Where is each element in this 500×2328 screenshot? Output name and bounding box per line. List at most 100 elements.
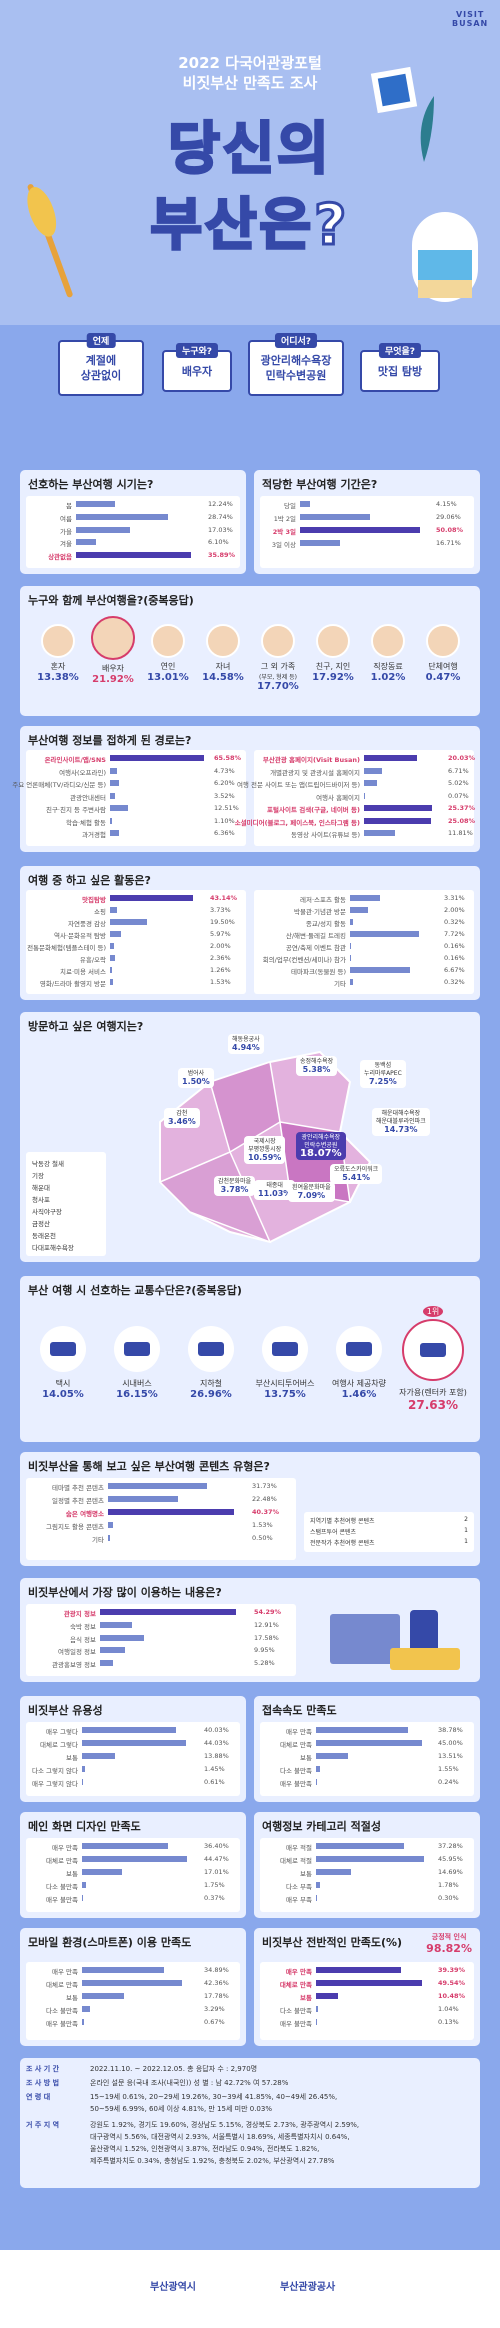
bar-value: 1.26% (210, 966, 231, 974)
bar-label: 다소 불만족 (46, 1883, 78, 1891)
bar-label: 산/해변·둘레길 트레킹 (285, 932, 346, 940)
bar-label: 매우 만족 (286, 1728, 312, 1736)
bar-value: 3.73% (210, 906, 231, 914)
bar (76, 539, 96, 546)
bar-label: 매우 불만족 (46, 1896, 78, 1904)
bar-value: 0.50% (252, 1534, 273, 1542)
bar (110, 931, 122, 937)
transport-title: 부산 여행 시 선호하는 교통수단은?(중복응답) (28, 1284, 242, 1297)
rank-badge: 1위 (423, 1306, 443, 1317)
bar-value: 0.37% (204, 1894, 225, 1902)
transport-label: 지하철 (199, 1379, 223, 1388)
bar-label: 매우 부족 (286, 1896, 312, 1904)
bar-label: 치료·미용 서비스 (60, 968, 106, 976)
bar (82, 1856, 187, 1862)
bar-value: 1.53% (252, 1521, 273, 1529)
bar-label: 매우 만족 (52, 1844, 78, 1852)
bar-value: 0.32% (444, 918, 465, 926)
bar (82, 1766, 86, 1772)
place-label: 범어사 1.50% (178, 1068, 214, 1088)
bar-value: 37.28% (438, 1842, 463, 1850)
bar-value: 1.78% (438, 1881, 459, 1889)
bar (110, 919, 148, 925)
content-sub-item: 지역기별 추천여행 콘텐츠 2 (310, 1516, 468, 1525)
devices-icon (330, 1610, 460, 1670)
bar-label: 여름 (60, 514, 72, 523)
bar-label: 주요 언론매체(TV/라디오/신문 등) (12, 781, 106, 790)
bar-value: 65.58% (214, 754, 242, 762)
companion-item: 연인 13.01% (142, 624, 194, 683)
bar-value: 3.31% (444, 894, 465, 902)
bar (82, 1869, 123, 1875)
activity-right-chart: 레저·스포츠 활동 3.31% 박물관·기념관 방문 2.00% 종교/성지 활동 0.3… (254, 890, 474, 994)
bar-label: 다소 불만족 (280, 1767, 312, 1775)
bar-value: 38.78% (438, 1726, 463, 1734)
companion-label: 그 외 가족 (260, 662, 296, 671)
usage-section: 비짓부산에서 가장 많이 이용하는 내용은? 관광지 정보 54.29% 숙박 정보… (20, 1578, 480, 1682)
bar (364, 780, 378, 787)
mobile-section: 모바일 환경(스마트폰) 이용 만족도 매우 만족 34.89% 대체로 만족 42.… (20, 1928, 246, 2046)
bar-label: 보통 (66, 1754, 78, 1762)
bar (316, 1740, 423, 1746)
summary-answers: 언제 계절에 상관없이 누구와? 배우자 어디서? 광안리해수욕장 민락수변공원 무엇… (0, 328, 500, 440)
bar (110, 955, 115, 961)
bar-value: 1.55% (438, 1765, 459, 1773)
bar (350, 979, 353, 985)
bar (300, 514, 370, 520)
bar-value: 25.08% (448, 816, 476, 825)
transport-item: 1위 자가용(렌터카 포함) 27.63% (398, 1306, 468, 1412)
companion-label: 단체여행 (428, 662, 458, 671)
category-chart: 매우 적절 37.28% 대체로 적절 45.95% 보통 14.69% 다소 부족 1.78… (260, 1838, 474, 1912)
bar-value: 5.28% (254, 1659, 275, 1668)
bar (110, 979, 113, 985)
vehicle-icon (114, 1326, 160, 1372)
transport-pct: 1.46% (341, 1389, 377, 1400)
bar-value: 1.04% (438, 2005, 459, 2013)
bar (82, 1740, 186, 1746)
bar-label: 2박 3일 (272, 528, 296, 536)
surfboard-icon (27, 184, 73, 298)
legend-item: 기장 (32, 1172, 44, 1180)
bar-value: 6.10% (208, 538, 229, 547)
source-left-chart: 온라인사이트/앱/SNS 65.58% 여행사(오프라인) 4.73% 주요 언론매체(… (12, 750, 246, 846)
bar (100, 1660, 114, 1667)
transport-item: 지하철 26.96% (176, 1326, 246, 1400)
usage-title: 비짓부산에서 가장 많이 이용하는 내용은? (28, 1586, 222, 1599)
content-sub-item: 스탬프투어 콘텐츠 1 (310, 1527, 468, 1536)
companion-label: 자녀 (215, 662, 231, 671)
bar-label: 매우 불만족 (280, 1780, 312, 1788)
bar-label: 기타 (334, 980, 346, 988)
bar-label: 역사·문화유적 탐방 (54, 932, 106, 940)
bar (364, 817, 431, 824)
org-busan-city: 부산광역시 (150, 2282, 196, 2293)
destination-legend: 낙동강 철새 기장 해운대 청사포 사직야구장 금정산 동래온천 다대포해수욕장 (26, 1152, 106, 1256)
bar (82, 1779, 84, 1785)
bar-value: 5.97% (210, 930, 231, 938)
bar-label: 매우 불만족 (280, 2020, 312, 2028)
bar-label: 테마별 추천 콘텐츠 (52, 1484, 104, 1492)
person-icon (206, 624, 240, 658)
transport-label: 시내버스 (122, 1379, 152, 1388)
bar-value: 0.30% (438, 1894, 459, 1902)
place-label: 해동용궁사 4.94% (228, 1034, 264, 1054)
bar-value: 31.73% (252, 1482, 277, 1490)
transport-pct: 16.15% (116, 1389, 158, 1400)
bar-label: 매우 불만족 (46, 2020, 78, 2028)
bar (316, 2019, 317, 2025)
hero-subtitle-1: 2022 다국어관광포털 (178, 54, 322, 72)
bar-label: 부산관광 홈페이지(Visit Busan) (262, 756, 360, 764)
place-label: 동백섬 누리마루APEC 7.25% (360, 1060, 406, 1088)
window-icon (412, 212, 478, 302)
transport-label: 택시 (55, 1379, 71, 1388)
bar (100, 1609, 236, 1615)
bar-value: 43.14% (210, 894, 238, 902)
bar-value: 6.36% (214, 829, 235, 838)
companion-title: 누구와 함께 부산여행을?(중복응답) (28, 594, 194, 607)
bar (110, 967, 113, 973)
companion-label: 혼자 (50, 662, 66, 671)
bar-label: 대체로 적절 (280, 1857, 312, 1865)
bar (350, 967, 411, 973)
transport-pct: 26.96% (190, 1389, 232, 1400)
bar-value: 10.48% (438, 1992, 466, 2000)
bar-label: 대체로 그렇다 (40, 1741, 78, 1749)
